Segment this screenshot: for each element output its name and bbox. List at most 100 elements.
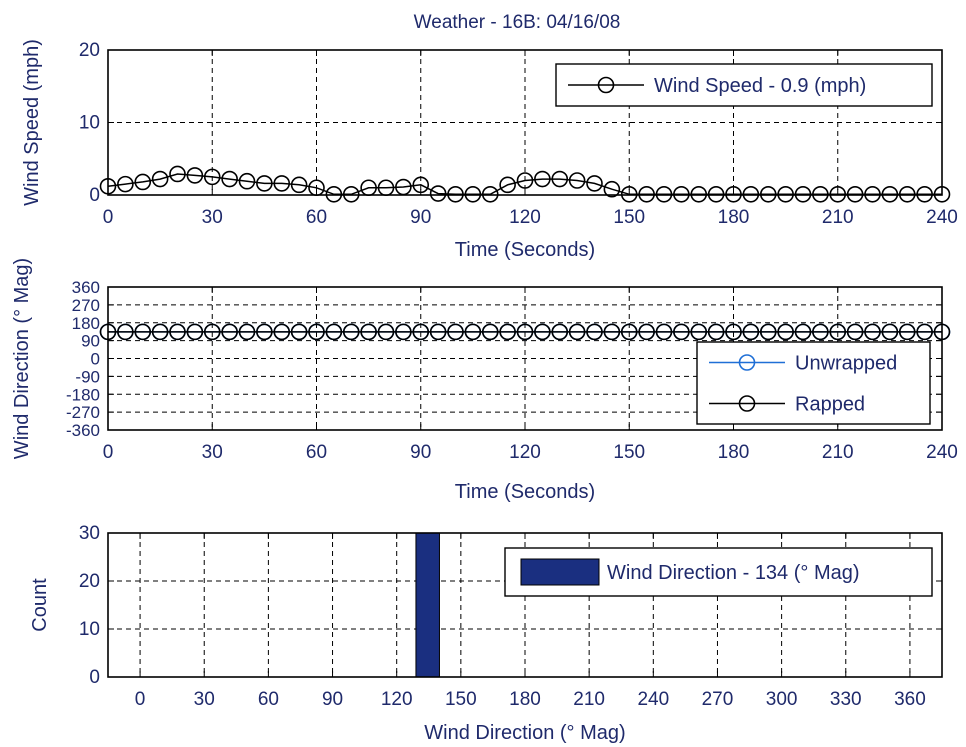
data-point [499, 176, 516, 194]
y-tick-label: 0 [91, 350, 100, 369]
data-point [673, 323, 690, 341]
data-point [603, 180, 621, 198]
y-tick-label: -90 [75, 367, 100, 386]
legend: Unwrapped Rapped [696, 341, 931, 425]
data-point [568, 323, 586, 341]
legend-marker [738, 395, 756, 412]
x-tick-label: 300 [766, 689, 798, 710]
legend-swatch [520, 558, 600, 586]
data-point [447, 323, 464, 341]
x-tick-label: 360 [894, 689, 926, 710]
data-point [186, 167, 204, 184]
x-tick-label: 30 [202, 207, 223, 228]
y-tick-label: -270 [66, 403, 100, 422]
histogram-bar [415, 532, 440, 678]
data-point [586, 175, 603, 192]
data-point [273, 175, 291, 192]
figure-title: Weather - 16B: 04/16/08 [414, 12, 621, 33]
data-point [221, 170, 238, 188]
x-tick-label: 60 [306, 207, 327, 228]
data-point [620, 323, 638, 341]
y-tick-label: 360 [72, 278, 100, 297]
data-point [846, 323, 864, 341]
data-point [898, 323, 916, 341]
x-tick-label: 30 [194, 689, 215, 710]
data-point [238, 323, 256, 341]
y-tick-label: 90 [81, 332, 100, 351]
x-tick-label: 90 [322, 689, 343, 710]
data-point [290, 176, 308, 194]
legend-marker [597, 76, 615, 94]
x-axis-label: Time (Seconds) [455, 481, 595, 503]
data-point [481, 323, 499, 341]
legend-box [696, 341, 931, 425]
data-point [360, 323, 377, 341]
data-point [186, 323, 204, 341]
data-point [151, 170, 169, 188]
data-point [551, 323, 569, 341]
x-axis-label: Wind Direction (° Mag) [424, 722, 625, 744]
data-point [777, 323, 794, 341]
data-point [325, 323, 343, 341]
data-point [464, 323, 482, 341]
y-tick-label: 0 [89, 667, 100, 688]
data-point [117, 323, 134, 341]
x-tick-label: 90 [410, 207, 431, 228]
y-tick-label: 0 [89, 185, 100, 206]
data-point [395, 323, 412, 341]
data-point [603, 323, 621, 341]
x-tick-label: 180 [718, 442, 750, 463]
data-point [134, 323, 152, 341]
y-tick-label: -180 [66, 385, 100, 404]
legend: Wind Speed - 0.9 (mph) [555, 63, 933, 107]
data-point [273, 323, 291, 341]
data-point [308, 323, 325, 341]
x-tick-label: 240 [637, 689, 669, 710]
data-point [256, 323, 273, 341]
data-point [534, 323, 551, 341]
plots: 0 30 60 90 120 150 180 210 240 0 10 20 Time (Seconds… [11, 39, 958, 744]
legend-label: Wind Direction - 134 (° Mag) [607, 562, 860, 584]
data-point [499, 323, 516, 341]
data-point [551, 170, 569, 188]
legend-label: Rapped [795, 394, 865, 416]
plot-3: 0 30 60 90 120 150 180 210 240 270 300 330 360 0 10 20 3… [29, 523, 943, 744]
data-point [516, 323, 534, 341]
y-tick-label: 270 [72, 296, 100, 315]
data-point [429, 323, 447, 341]
x-axis-label: Time (Seconds) [455, 239, 595, 261]
x-tick-label: 210 [822, 442, 854, 463]
x-tick-label: 330 [830, 689, 862, 710]
series-1 [415, 532, 440, 678]
data-point [916, 323, 933, 341]
data-point [881, 323, 899, 341]
y-axis-label: Count [29, 578, 51, 632]
y-tick-label: 10 [79, 113, 100, 134]
data-point [829, 323, 847, 341]
data-point [690, 323, 708, 341]
data-point [725, 323, 742, 341]
x-tick-label: 240 [926, 442, 958, 463]
data-point [203, 168, 221, 186]
x-tick-label: 120 [509, 207, 541, 228]
y-tick-label: 30 [79, 523, 100, 544]
data-point [655, 323, 673, 341]
legend-label: Wind Speed - 0.9 (mph) [654, 75, 866, 97]
data-point [864, 323, 881, 341]
data-point [290, 323, 308, 341]
x-tick-label: 240 [926, 207, 958, 228]
x-tick-label: 0 [103, 442, 114, 463]
data-point [586, 323, 603, 341]
series-2 [99, 323, 951, 341]
x-tick-label: 0 [103, 207, 114, 228]
y-axis-label: Wind Speed (mph) [21, 39, 43, 206]
x-tick-label: 150 [445, 689, 477, 710]
data-point [412, 323, 430, 341]
data-point [238, 172, 256, 190]
plot-2: 0 30 60 90 120 150 180 210 240360270180900-90-18… [11, 258, 958, 503]
data-point [794, 323, 812, 341]
data-point [534, 170, 551, 188]
data-point [203, 323, 221, 341]
data-point [342, 323, 360, 341]
data-point [134, 173, 152, 191]
